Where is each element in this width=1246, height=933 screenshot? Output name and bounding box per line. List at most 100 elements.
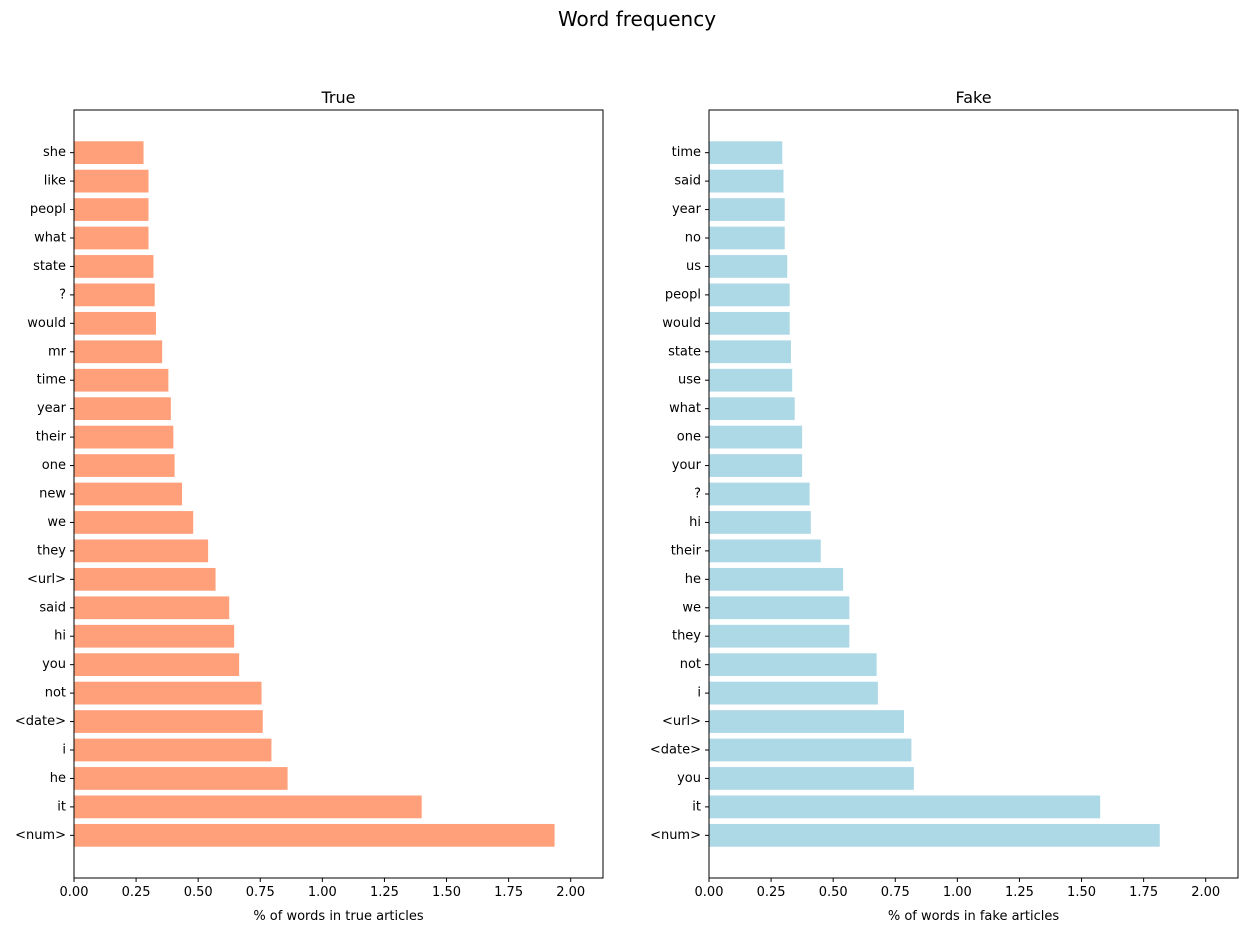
fake-bar-you xyxy=(709,767,914,790)
true-bar-question-mark xyxy=(74,283,155,307)
fake-bar-they xyxy=(709,624,850,648)
true-y-tick-label: what xyxy=(34,231,66,246)
true-articles-chart: she like peopl what state? would mr time year the… xyxy=(15,88,604,924)
fake-bar-use xyxy=(709,368,793,392)
true-x-tick-label: 1.25 xyxy=(370,885,399,900)
true-bar-num xyxy=(74,823,555,847)
true-bar-said xyxy=(74,596,230,620)
fake-y-tick-label: you xyxy=(677,771,701,786)
fake-bar-would xyxy=(709,311,790,335)
true-x-tick-label: 0.25 xyxy=(122,885,151,900)
fake-y-tick-label: their xyxy=(671,543,702,558)
fake-y-tick-label: hi xyxy=(689,515,701,530)
fake-y-tick-label: time xyxy=(672,145,701,160)
fake-bar-hi xyxy=(709,511,811,534)
true-bar-url xyxy=(74,567,216,591)
fake-y-tick-label: <date> xyxy=(650,743,701,758)
true-bar-mr xyxy=(74,340,163,364)
fake-y-tick-label: they xyxy=(672,629,701,644)
fake-x-tick-label: 1.50 xyxy=(1067,885,1096,900)
fake-y-tick-label: it xyxy=(692,799,701,814)
fake-bar-url xyxy=(709,710,904,733)
fake-bar-your xyxy=(709,454,803,477)
true-x-tick-label: 1.00 xyxy=(308,885,337,900)
true-x-axis-label: % of words in true articles xyxy=(253,909,424,924)
true-panel-title: True xyxy=(321,88,356,107)
true-bar-date xyxy=(74,710,263,733)
true-x-tick-label: 1.50 xyxy=(432,885,461,900)
fake-bar-what xyxy=(709,397,795,421)
fake-y-tick-label: he xyxy=(685,572,701,587)
true-bar-state xyxy=(74,255,154,278)
true-bar-like xyxy=(74,169,149,193)
fake-y-tick-label: no xyxy=(685,231,701,246)
true-y-tick-label: it xyxy=(57,799,66,814)
true-y-tick-label: time xyxy=(37,373,66,388)
fake-bar-not xyxy=(709,653,877,677)
fake-bar-no xyxy=(709,226,785,250)
fake-bar-us xyxy=(709,255,788,278)
true-bar-he xyxy=(74,767,288,790)
fake-articles-chart: time said year no us peopl would state use what on… xyxy=(650,88,1239,924)
true-y-tick-label: their xyxy=(36,430,67,445)
fake-y-tick-label: ? xyxy=(694,487,701,502)
true-y-tick-label: they xyxy=(37,543,66,558)
fake-bar-said xyxy=(709,169,784,193)
fake-bar-peopl xyxy=(709,283,790,307)
true-y-tick-label: you xyxy=(42,657,66,672)
true-y-tick-label: he xyxy=(50,771,66,786)
fake-x-axis-label: % of words in fake articles xyxy=(888,909,1060,924)
fake-y-tick-label: i xyxy=(697,686,701,701)
true-x-tick-label: 0.50 xyxy=(184,885,213,900)
true-y-tick-label: hi xyxy=(54,629,66,644)
fake-bar-it xyxy=(709,795,1101,819)
true-x-tick-label: 1.75 xyxy=(494,885,523,900)
fake-y-tick-label: what xyxy=(669,401,701,416)
fake-bar-i xyxy=(709,681,878,705)
true-bar-they xyxy=(74,539,209,563)
true-y-tick-label: not xyxy=(45,686,66,701)
true-x-tick-label: 2.00 xyxy=(556,885,585,900)
fake-y-tick-label: <num> xyxy=(650,828,701,843)
fake-bar-question-mark xyxy=(709,482,810,506)
fake-bar-date xyxy=(709,738,912,762)
true-x-tick-label: 0.00 xyxy=(60,885,89,900)
true-bar-what xyxy=(74,226,149,250)
true-bar-it xyxy=(74,795,422,819)
fake-x-tick-label: 0.50 xyxy=(819,885,848,900)
true-y-tick-label: state xyxy=(33,259,66,274)
fake-panel-title: Fake xyxy=(955,88,991,107)
true-bar-peopl xyxy=(74,198,149,221)
true-y-tick-label: ? xyxy=(59,287,66,302)
fake-x-tick-label: 1.75 xyxy=(1129,885,1158,900)
fake-y-tick-label: we xyxy=(682,600,701,615)
fake-bar-he xyxy=(709,567,844,591)
fake-y-tick-label: would xyxy=(662,316,701,331)
true-y-tick-label: she xyxy=(43,145,66,160)
fake-y-tick-label: said xyxy=(674,174,701,189)
true-bar-we xyxy=(74,511,194,534)
fake-x-tick-label: 0.25 xyxy=(757,885,786,900)
figure-title: Word frequency xyxy=(558,7,716,31)
true-bar-new xyxy=(74,482,183,506)
fake-y-tick-label: state xyxy=(668,344,701,359)
true-bar-their xyxy=(74,425,174,449)
true-y-tick-label: we xyxy=(47,515,66,530)
true-y-tick-label: <url> xyxy=(27,572,66,587)
fake-bar-state xyxy=(709,340,791,364)
true-bar-year xyxy=(74,397,171,421)
true-bar-you xyxy=(74,653,240,677)
fake-x-tick-label: 1.25 xyxy=(1005,885,1034,900)
fake-x-tick-label: 0.00 xyxy=(695,885,724,900)
fake-y-tick-label: one xyxy=(677,430,701,445)
true-y-tick-label: said xyxy=(39,600,66,615)
fake-x-tick-label: 1.00 xyxy=(943,885,972,900)
true-x-tick-label: 0.75 xyxy=(246,885,275,900)
fake-bar-time xyxy=(709,141,783,165)
true-y-tick-label: new xyxy=(39,487,66,502)
true-bar-i xyxy=(74,738,272,762)
fake-y-tick-label: not xyxy=(680,657,701,672)
true-bar-would xyxy=(74,311,156,335)
fake-bar-num xyxy=(709,823,1160,847)
